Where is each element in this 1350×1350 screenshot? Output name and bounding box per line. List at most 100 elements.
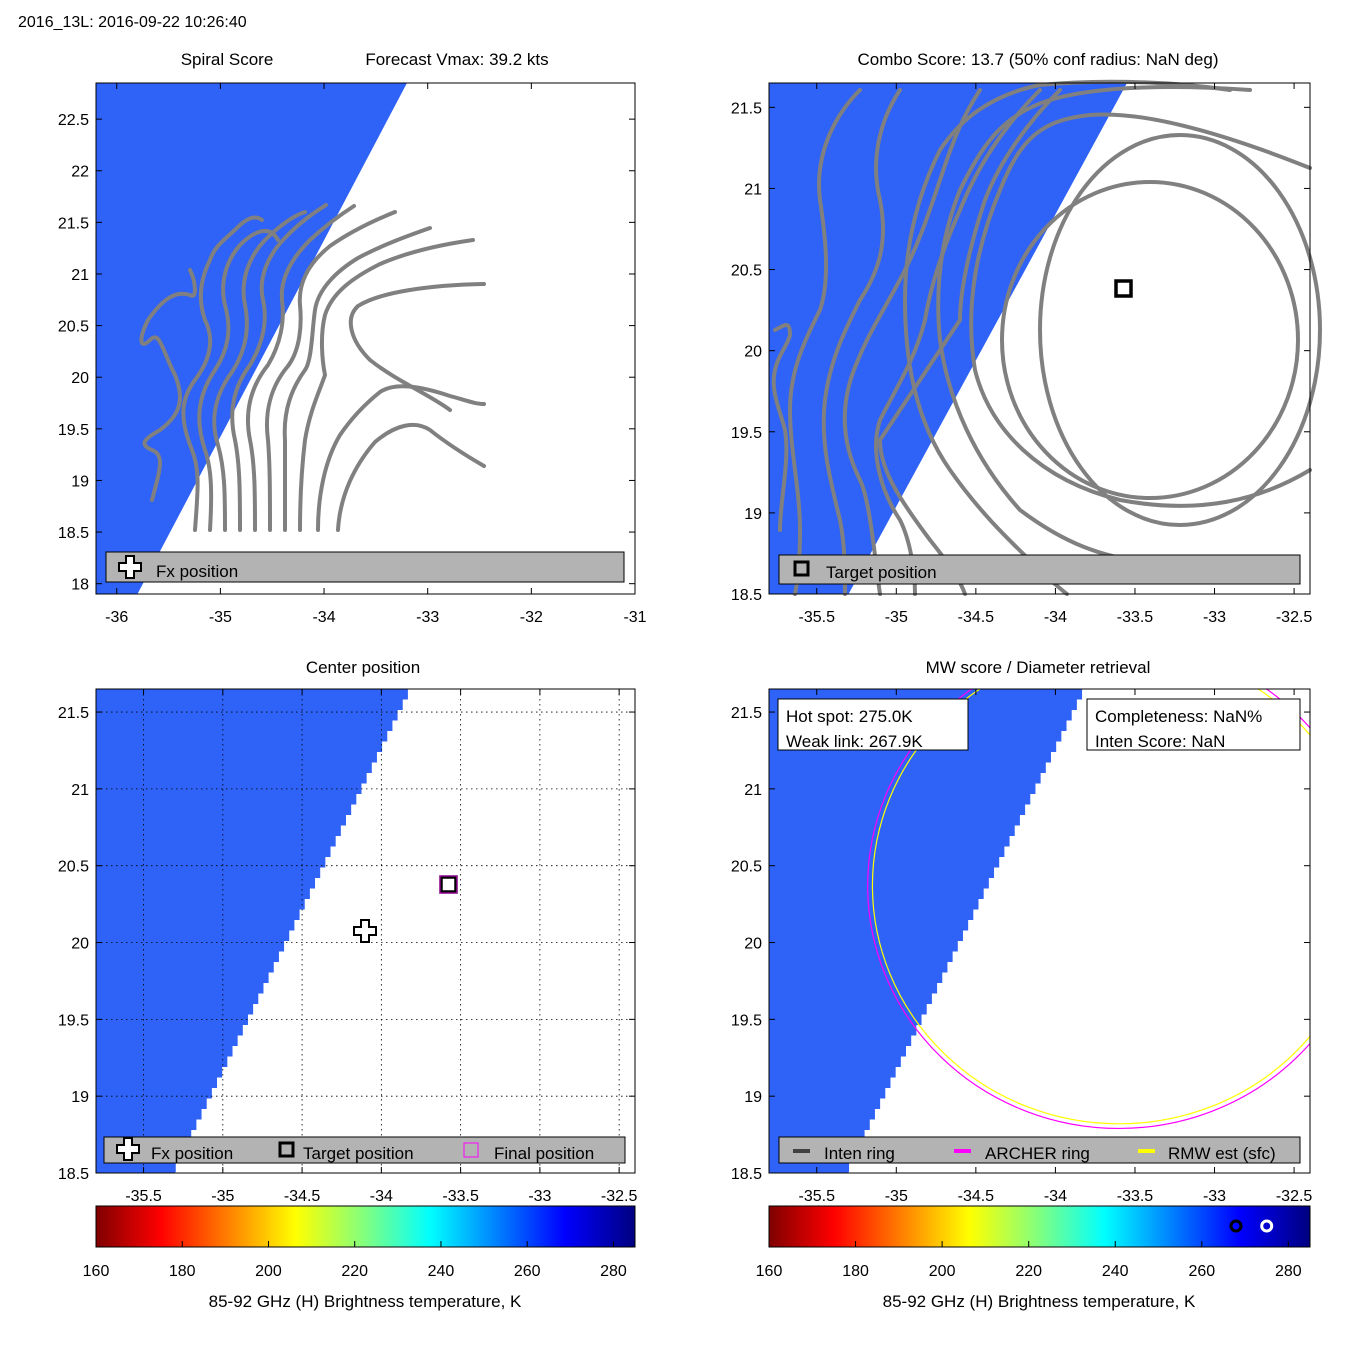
target-position-icon (278, 1141, 295, 1158)
x-tick-label: -35 (885, 609, 908, 626)
y-tick-label: 21 (744, 181, 762, 198)
y-tick-label: 19.5 (731, 1012, 762, 1029)
x-tick-label: -34 (1044, 1188, 1067, 1205)
contour-line (874, 88, 1042, 596)
axes: -35.5 -35 -34.5 -34 -33.5 -33 -32.5 18.5 19 19.5 2… (58, 688, 638, 1205)
y-tick-label: 18.5 (58, 525, 89, 542)
inten-score-text: Inten Score: NaN (1095, 732, 1225, 751)
x-tick-label: -33 (1203, 609, 1226, 626)
contour-line (139, 268, 197, 502)
contour-line (1000, 180, 1300, 500)
y-tick-label: 20 (744, 936, 762, 953)
colorbar-gradient (768, 1205, 1311, 1248)
info-box-left: Hot spot: 275.0K Weak link: 267.9K (777, 698, 969, 751)
x-tick-label: -32.5 (1276, 609, 1313, 626)
legend-label: Target position (303, 1144, 414, 1163)
contour-line (316, 384, 486, 532)
x-tick-label: -34 (312, 609, 335, 626)
archer-ring (867, 689, 1310, 1129)
legend: Fx position Target position Final positi… (103, 1136, 626, 1164)
y-tick-label: 21 (71, 782, 89, 799)
y-tick-label: 18.5 (731, 587, 762, 604)
colorbar-tick-label: 200 (255, 1263, 282, 1280)
legend-label: RMW est (sfc) (1168, 1144, 1276, 1163)
x-tick-label: -35.5 (799, 609, 836, 626)
colorbar-tick-label: 180 (842, 1263, 869, 1280)
colorbar-right: 160 180 200 220 240 260 280 85-92 GHz (H) Brig… (756, 1205, 1311, 1311)
x-tick-label: -34.5 (958, 1188, 995, 1205)
x-tick-label: -34.5 (284, 1188, 321, 1205)
colorbar-tick-label: 200 (929, 1263, 956, 1280)
panel-mw: MW score / Diameter retrieval -35.5 -35 -3… (731, 658, 1313, 1205)
y-tick-label: 18.5 (58, 1166, 89, 1183)
y-tick-label: 20.5 (731, 859, 762, 876)
y-tick-label: 20.5 (58, 319, 89, 336)
legend-label: Inten ring (824, 1144, 895, 1163)
x-tick-label: -32.5 (601, 1188, 638, 1205)
contour-line (336, 422, 486, 532)
colorbar-ticks: 160 180 200 220 240 260 280 (83, 1241, 627, 1280)
legend-box (103, 1136, 626, 1164)
x-tick-label: -33 (416, 609, 439, 626)
colorbar-left: 160 180 200 220 240 260 280 85-92 GHz (H) Brig… (83, 1205, 636, 1311)
x-tick-label: -33.5 (442, 1188, 479, 1205)
y-tick-label: 21.5 (731, 100, 762, 117)
rings (867, 689, 1310, 1129)
x-tick-label: -35 (209, 609, 232, 626)
colorbar-tick-label: 280 (1275, 1263, 1302, 1280)
x-tick-label: -32.5 (1276, 1188, 1313, 1205)
figure-header: 2016_13L: 2016-09-22 10:26:40 (18, 14, 247, 31)
final-position-icon (463, 1142, 479, 1158)
contour-line (181, 215, 264, 532)
panel-mw-title: MW score / Diameter retrieval (926, 658, 1151, 677)
axes-frame (768, 688, 1311, 1174)
y-tick-label: 20 (744, 344, 762, 361)
x-tick-label: -35 (885, 1188, 908, 1205)
panel-center: Center position -35.5 -35 -34.5 -34 -33.5 -33… (58, 658, 638, 1205)
legend: Target position (778, 554, 1301, 585)
y-tick-label: 22.5 (58, 112, 89, 129)
y-tick-label: 19 (744, 1089, 762, 1106)
y-tick-label: 22 (71, 164, 89, 181)
y-tick-label: 19.5 (731, 425, 762, 442)
rmw-ring (871, 689, 1310, 1125)
legend-label: Fx position (151, 1144, 233, 1163)
y-tick-label: 19.5 (58, 1012, 89, 1029)
y-tick-label: 18.5 (731, 1166, 762, 1183)
contour-line (212, 210, 307, 532)
weak-link-marker (1229, 1219, 1243, 1233)
x-tick-label: -34.5 (958, 609, 995, 626)
contour-line (246, 204, 356, 532)
contour-line (282, 226, 432, 532)
colorbar-markers (1229, 1219, 1274, 1233)
colorbar-tick-label: 160 (756, 1263, 783, 1280)
fx-position-icon (116, 1137, 140, 1161)
panel-combo: Combo Score: 13.7 (50% conf radius: NaN … (731, 50, 1322, 626)
x-tick-label: -33.5 (1117, 609, 1154, 626)
colorbar-label: 85-92 GHz (H) Brightness temperature, K (209, 1292, 522, 1311)
colorbar-tick-label: 220 (341, 1263, 368, 1280)
legend-box (778, 554, 1301, 585)
swath (96, 689, 414, 1173)
y-tick-label: 19 (71, 473, 89, 490)
x-tick-label: -33 (1203, 1188, 1226, 1205)
contour-line (348, 282, 486, 412)
contour-line (969, 112, 1312, 508)
target-position-icon (1114, 279, 1133, 298)
legend-box (778, 1136, 1301, 1164)
hot-spot-text: Hot spot: 275.0K (786, 707, 913, 726)
y-tick-label: 20 (71, 936, 89, 953)
x-tick-label: -33.5 (1117, 1188, 1154, 1205)
contour-line (771, 323, 793, 532)
colorbar-tick-label: 280 (600, 1263, 627, 1280)
axes: -35.5 -35 -34.5 -34 -33.5 -33 -32.5 18.5 19 19.5 2… (731, 688, 1313, 1205)
gridlines (96, 689, 635, 1174)
y-tick-label: 21 (744, 782, 762, 799)
completeness-text: Completeness: NaN% (1095, 707, 1262, 726)
y-tick-label: 18 (71, 577, 89, 594)
y-tick-label: 21 (71, 267, 89, 284)
colorbar-label: 85-92 GHz (H) Brightness temperature, K (883, 1292, 1196, 1311)
x-tick-label: -33 (528, 1188, 551, 1205)
contour-line (197, 229, 280, 532)
legend-label: Fx position (156, 562, 238, 581)
